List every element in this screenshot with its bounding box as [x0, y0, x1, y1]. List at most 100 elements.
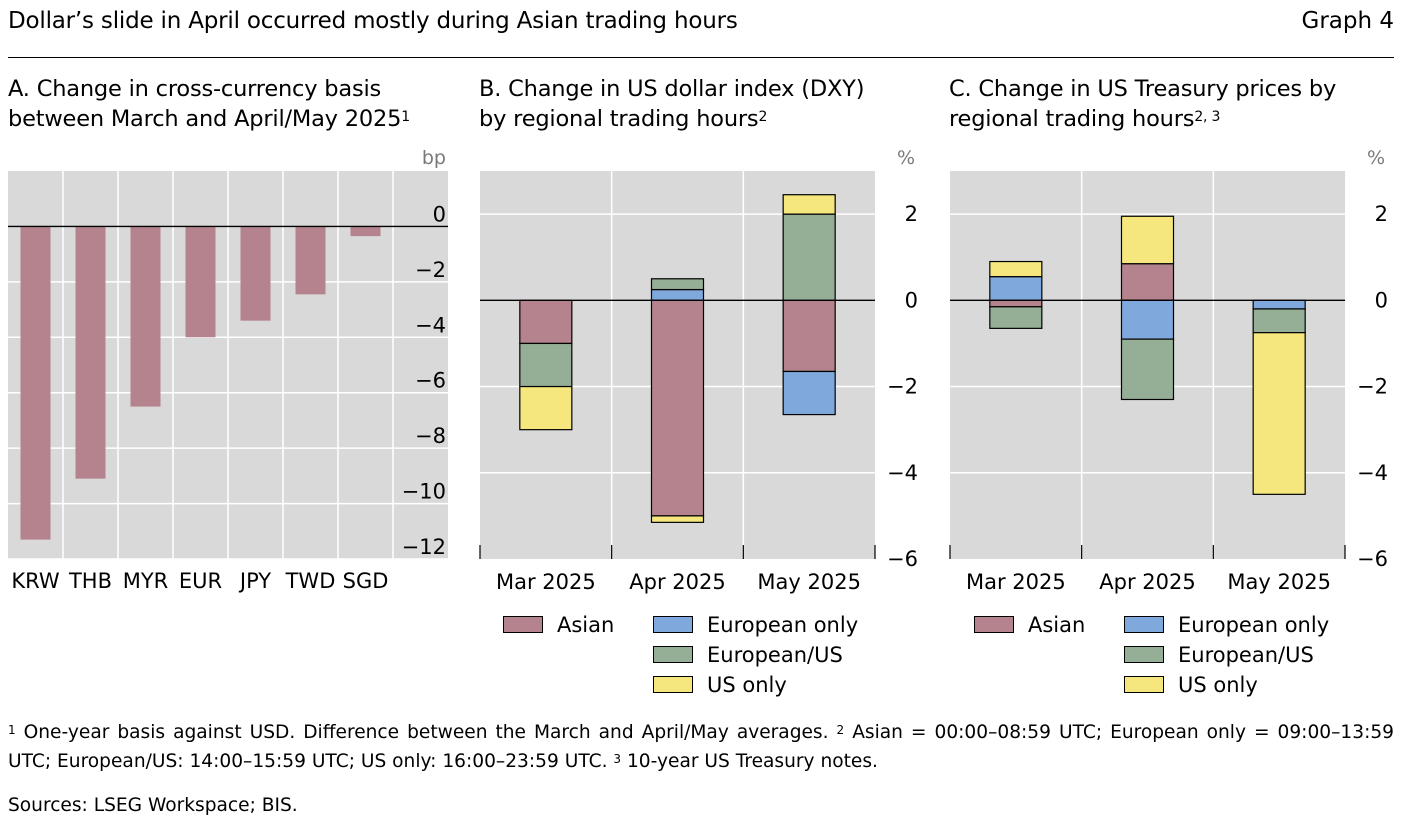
y-unit-label: bp — [422, 147, 446, 169]
legend-swatch-us-only — [653, 676, 693, 693]
bar-c-segment-european-us — [989, 306, 1043, 329]
bar-c-segment-european-us — [1120, 338, 1175, 401]
x-tick-label: May 2025 — [1227, 570, 1331, 594]
x-tick-label: Apr 2025 — [1099, 570, 1195, 594]
legend-swatch-european-only — [1124, 616, 1164, 633]
y-tick-label: −4 — [415, 313, 446, 337]
bar-c-segment-us-only — [989, 260, 1043, 278]
bar-c-segment-us-only — [1252, 332, 1306, 495]
y-tick-label: −4 — [887, 461, 918, 485]
bar-jpy — [240, 226, 271, 321]
x-tick-label: TWD — [285, 569, 336, 593]
panel-c-title: C. Change in US Treasury prices by regio… — [949, 74, 1336, 134]
panel-a-title-line2-wrap: between March and April/May 20251 — [8, 104, 410, 134]
y-tick-label: −10 — [402, 480, 446, 504]
panel-c-title-line2: regional trading hours — [949, 106, 1195, 132]
bar-twd — [295, 226, 326, 295]
bar-b-segment-us-only — [650, 515, 705, 523]
panel-b-title-line2-wrap: by regional trading hours2 — [479, 104, 864, 134]
bar-b-segment-asian — [519, 299, 573, 345]
x-tick-label: SGD — [343, 569, 389, 593]
footnote-2: Asian = 00:00–08:59 UTC; European only =… — [8, 722, 1394, 772]
y-tick-label: −6 — [415, 369, 446, 393]
y-unit-label: % — [1367, 147, 1385, 169]
x-tick-label: Mar 2025 — [496, 570, 596, 594]
y-tick-label: −2 — [1357, 375, 1388, 399]
legend-label-asian: Asian — [1028, 613, 1086, 637]
bar-c-segment-asian — [989, 299, 1043, 308]
y-tick-label: 2 — [1375, 202, 1388, 226]
legend-label-us-only: US only — [707, 673, 787, 697]
panel-b-title-line1: B. Change in US dollar index (DXY) — [479, 76, 865, 102]
header-rule — [8, 57, 1394, 58]
bar-sgd — [350, 226, 381, 237]
bar-b-segment-asian — [650, 299, 705, 517]
y-tick-label: −12 — [402, 535, 446, 559]
y-tick-label: −6 — [887, 547, 918, 571]
bar-eur — [185, 226, 216, 338]
graph-number: Graph 4 — [1301, 8, 1395, 34]
bar-c-segment-european-us — [1252, 308, 1306, 334]
x-tick-label: KRW — [11, 569, 60, 593]
legend-swatch-european-us — [1124, 646, 1164, 663]
panel-b-title-footnote: 2 — [758, 109, 768, 125]
y-tick-label: −2 — [415, 258, 446, 282]
legend-label-european-us: European/US — [707, 643, 843, 667]
bar-b-segment-european-us — [782, 213, 836, 301]
footnote-3-mark: 3 — [613, 752, 622, 766]
bar-myr — [130, 226, 161, 407]
legend-label-european-us: European/US — [1178, 643, 1314, 667]
bar-c-segment-european-only — [1252, 299, 1306, 310]
legend-swatch-european-only — [653, 616, 693, 633]
legend-swatch-asian — [503, 616, 543, 633]
legend-swatch-asian — [974, 616, 1014, 633]
panel-a-title-footnote: 1 — [401, 109, 410, 125]
bar-c-segment-european-only — [1120, 299, 1175, 340]
footnotes: 1 One-year basis against USD. Difference… — [8, 718, 1394, 776]
y-tick-label: −6 — [1357, 547, 1388, 571]
x-tick-label: Mar 2025 — [966, 570, 1066, 594]
chart-c: Mar 2025 Apr 2025 May 2025 2 0 −2 −4 −6% — [949, 147, 1388, 594]
bar-c-segment-us-only — [1120, 215, 1175, 265]
panel-a-title-line1: A. Change in cross-currency basis — [8, 76, 382, 102]
y-tick-label: 0 — [1375, 288, 1388, 312]
bar-b-segment-european-us — [519, 342, 573, 388]
sources: Sources: LSEG Workspace; BIS. — [8, 795, 298, 816]
bar-b-segment-european-only — [782, 370, 836, 416]
panel-c-title-line1: C. Change in US Treasury prices by — [949, 76, 1337, 102]
x-tick-label: JPY — [238, 569, 271, 593]
bar-krw — [20, 226, 51, 540]
legend-label-european-only: European only — [707, 613, 859, 637]
legend-swatch-us-only — [1124, 676, 1164, 693]
panel-a-title: A. Change in cross-currency basis betwee… — [8, 74, 410, 134]
y-tick-label: 0 — [433, 202, 446, 226]
legend-label-us-only: US only — [1178, 673, 1258, 697]
footnote-3: 10-year US Treasury notes. — [626, 751, 878, 772]
y-unit-label: % — [897, 147, 915, 169]
legend-label-asian: Asian — [557, 613, 615, 637]
graph-title: Dollar’s slide in April occurred mostly … — [8, 8, 738, 34]
x-tick-label: Apr 2025 — [629, 570, 725, 594]
bar-b-segment-european-us — [650, 278, 705, 291]
x-tick-label: THB — [68, 569, 112, 593]
panel-a-title-line2: between March and April/May 2025 — [8, 106, 402, 132]
x-tick-label: May 2025 — [757, 570, 861, 594]
panel-c-title-footnote: 2, 3 — [1194, 109, 1221, 125]
bar-b-segment-asian — [782, 299, 836, 373]
y-tick-label: −8 — [415, 424, 446, 448]
bar-thb — [75, 226, 106, 479]
x-tick-label: MYR — [123, 569, 169, 593]
legend-label-european-only: European only — [1178, 613, 1330, 637]
chart-a: KRW THB MYR EUR JPY TWD SGD 0 −2 −4 −6 −8 −10 −12 bp — [8, 147, 448, 593]
y-tick-label: 2 — [905, 202, 918, 226]
bar-c-segment-asian — [1120, 263, 1175, 301]
y-tick-label: −4 — [1357, 461, 1388, 485]
footnote-1: One-year basis against USD. Difference b… — [23, 722, 829, 743]
x-tick-label: EUR — [179, 569, 222, 593]
bar-b-segment-us-only — [519, 385, 573, 431]
panel-b-title: B. Change in US dollar index (DXY) by re… — [479, 74, 864, 134]
panel-c-title-line2-wrap: regional trading hours2, 3 — [949, 104, 1336, 134]
panel-b-title-line2: by regional trading hours — [479, 106, 759, 132]
chart-b: Mar 2025 Apr 2025 May 2025 2 0 −2 −4 −6% — [479, 147, 918, 594]
y-tick-label: −2 — [887, 375, 918, 399]
